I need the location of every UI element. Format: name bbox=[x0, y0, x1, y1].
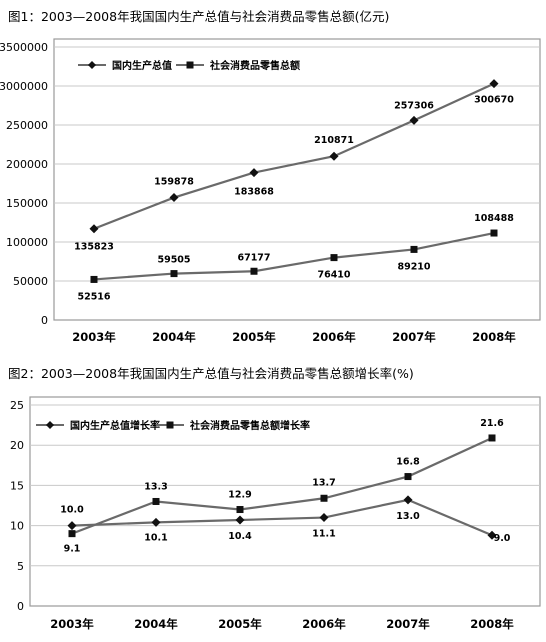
chart1-point-square bbox=[170, 270, 178, 278]
chart2-data-label: 10.1 bbox=[144, 532, 167, 543]
chart1-data-label: 300670 bbox=[474, 95, 514, 106]
chart2-data-label: 9.0 bbox=[494, 533, 511, 544]
chart1-point-diamond bbox=[489, 79, 499, 89]
chart2-point-square bbox=[404, 473, 412, 481]
chart2-xtick-label: 2006年 bbox=[302, 617, 346, 631]
chart1: 0 50000 100000 150000 200000 250000 3000000 350… bbox=[0, 38, 541, 344]
chart2-series-line-1 bbox=[71, 436, 493, 535]
chart1-legend-marker bbox=[186, 61, 194, 69]
chart2-point-square bbox=[320, 494, 328, 502]
chart2-point-square bbox=[152, 497, 160, 505]
chart2-point-diamond bbox=[487, 530, 497, 540]
chart2-data-label: 10.0 bbox=[60, 505, 84, 516]
chart1-legend-label: 国内生产总值 bbox=[112, 59, 172, 72]
chart1-ytick-label: 3500000 bbox=[0, 41, 48, 54]
chart2-xtick-label: 2005年 bbox=[218, 617, 262, 631]
chart2-point-square bbox=[488, 434, 496, 442]
chart1-point-square bbox=[330, 254, 338, 262]
chart1-point-diamond bbox=[89, 224, 99, 234]
chart1-ytick-label: 100000 bbox=[6, 236, 48, 249]
chart2-xtick-label: 2008年 bbox=[470, 617, 514, 631]
chart2-legend-label: 国内生产总值增长率 bbox=[70, 419, 160, 432]
chart2-xtick-label: 2004年 bbox=[134, 617, 178, 631]
chart1-series-line-1 bbox=[93, 231, 495, 281]
chart1-data-label: 257306 bbox=[394, 100, 434, 111]
chart1-legend-label: 社会消费品零售总额 bbox=[209, 59, 300, 72]
chart1-point-square bbox=[410, 245, 418, 253]
chart1-xtick-label: 2006年 bbox=[312, 330, 356, 344]
chart1-ytick-label: 0 bbox=[41, 314, 48, 327]
chart2-ytick-label: 15 bbox=[10, 479, 24, 492]
chart2-ytick-label: 10 bbox=[10, 520, 24, 533]
chart2-point-diamond bbox=[151, 517, 161, 527]
chart1-data-label: 108488 bbox=[474, 213, 514, 224]
chart2-data-label: 9.1 bbox=[64, 544, 81, 555]
chart1-data-label: 67177 bbox=[237, 252, 270, 263]
chart2-data-label: 11.1 bbox=[312, 529, 335, 540]
chart1-data-label: 183868 bbox=[234, 187, 274, 198]
chart1-data-label: 89210 bbox=[397, 261, 430, 272]
chart1-ytick-label: 200000 bbox=[6, 158, 48, 171]
chart2-xtick-label: 2007年 bbox=[386, 617, 430, 631]
chart1-xtick-label: 2007年 bbox=[392, 330, 436, 344]
chart1-data-label: 76410 bbox=[317, 270, 350, 281]
chart1-series-line-0 bbox=[93, 82, 495, 230]
chart2-data-label: 21.6 bbox=[480, 418, 504, 429]
chart1-ytick-label: 250000 bbox=[6, 119, 48, 132]
chart2: 0 5 10 15 20 25 2003年 2004年 2005年 2006年 2007年 2008年… bbox=[10, 396, 541, 631]
chart1-data-label: 52516 bbox=[77, 291, 110, 302]
chart2-point-diamond bbox=[403, 495, 413, 505]
chart2-ytick-label: 0 bbox=[17, 600, 24, 613]
chart1-point-square bbox=[490, 229, 498, 237]
chart1-point-square bbox=[250, 267, 258, 275]
chart1-data-label: 59505 bbox=[157, 255, 190, 266]
chart1-title: 图1：2003—2008年我国国内生产总值与社会消费品零售总额(亿元) bbox=[8, 9, 390, 24]
chart1-point-square bbox=[90, 275, 98, 283]
chart1-legend-marker bbox=[88, 61, 96, 69]
chart2-ytick-label: 20 bbox=[10, 439, 24, 452]
chart2-data-label: 12.9 bbox=[228, 490, 251, 501]
chart2-ytick-label: 5 bbox=[17, 560, 24, 573]
chart2-data-label: 13.3 bbox=[144, 481, 167, 492]
chart2-data-label: 13.7 bbox=[312, 477, 335, 488]
chart2-data-label: 16.8 bbox=[396, 457, 420, 468]
chart1-xtick-label: 2004年 bbox=[152, 330, 196, 344]
chart2-series-line-0 bbox=[71, 498, 493, 537]
chart2-xtick-label: 2003年 bbox=[50, 617, 94, 631]
chart1-point-diamond bbox=[249, 168, 259, 178]
chart1-ytick-label: 3000000 bbox=[0, 80, 48, 93]
chart2-data-label: 13.0 bbox=[396, 511, 420, 522]
chart1-xtick-label: 2003年 bbox=[72, 330, 116, 344]
chart1-data-label: 210871 bbox=[314, 135, 354, 146]
chart2-plot-frame bbox=[29, 396, 541, 607]
chart2-ytick-label: 25 bbox=[10, 399, 24, 412]
chart1-ytick-label: 50000 bbox=[13, 275, 48, 288]
chart2-point-diamond bbox=[235, 515, 245, 525]
chart1-point-diamond bbox=[409, 115, 419, 125]
chart1-point-diamond bbox=[169, 193, 179, 203]
chart2-point-square bbox=[236, 506, 244, 514]
chart1-xtick-label: 2008年 bbox=[472, 330, 516, 344]
chart2-data-label: 10.4 bbox=[228, 531, 252, 542]
chart2-legend-marker bbox=[46, 421, 54, 429]
chart2-point-square bbox=[68, 530, 76, 538]
chart2-title: 图2：2003—2008年我国国内生产总值与社会消费品零售总额增长率(%) bbox=[8, 366, 414, 381]
chart2-point-diamond bbox=[67, 521, 77, 531]
chart1-ytick-label: 150000 bbox=[6, 197, 48, 210]
chart2-point-diamond bbox=[319, 513, 329, 523]
chart1-xtick-label: 2005年 bbox=[232, 330, 276, 344]
chart2-legend-label: 社会消费品零售总额增长率 bbox=[189, 419, 310, 432]
chart1-point-diamond bbox=[329, 151, 339, 161]
chart2-legend-marker bbox=[166, 421, 174, 429]
chart1-data-label: 135823 bbox=[74, 242, 114, 253]
chart1-data-label: 159878 bbox=[154, 177, 194, 188]
